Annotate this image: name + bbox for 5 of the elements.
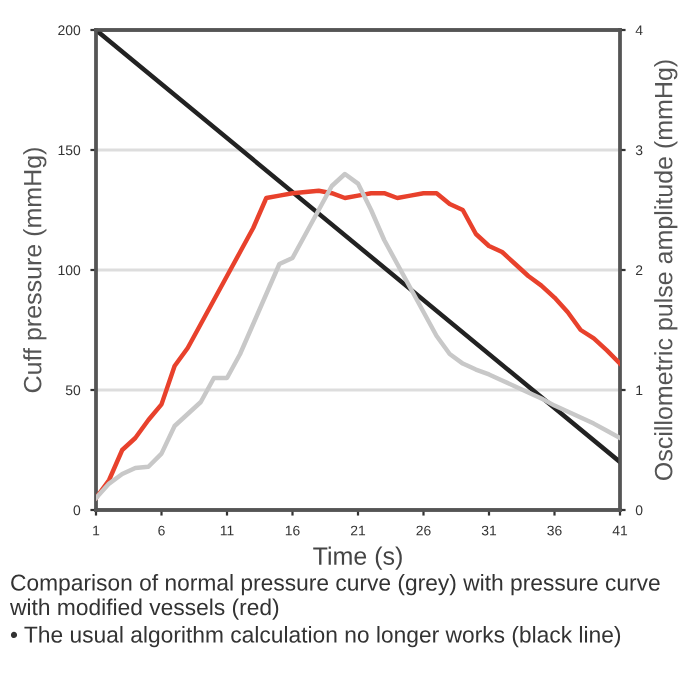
text: • The usual algorithm calculation no longer works (black line) — [10, 626, 621, 648]
y2-axis-title: Oscillometric pulse amplitude (mmHg) — [654, 60, 678, 480]
text: Comparison of normal pressure curve (grey) with pressure curve with modified vessels (red) — [9, 574, 660, 620]
x-axis-title: Time (s) — [313, 546, 402, 570]
y-axis-title: Cuff pressure (mmHg) — [23, 148, 47, 393]
